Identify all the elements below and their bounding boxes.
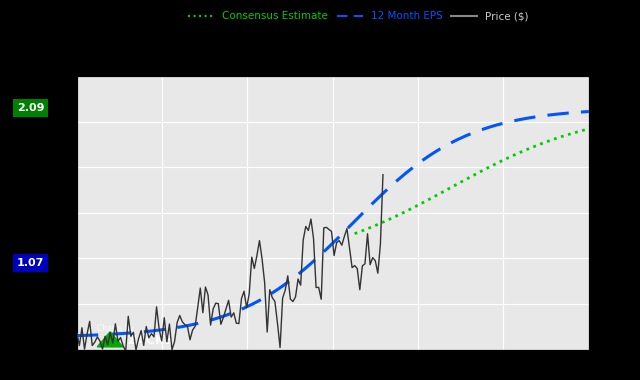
- Legend: Consensus Estimate, 12 Month EPS, Price ($): Consensus Estimate, 12 Month EPS, Price …: [184, 7, 533, 25]
- Text: 1.07: 1.07: [17, 258, 44, 268]
- Polygon shape: [97, 332, 123, 347]
- Text: Charts by: Charts by: [97, 324, 134, 333]
- Text: 2.09: 2.09: [17, 103, 44, 113]
- Text: ZACKS: ZACKS: [128, 334, 175, 347]
